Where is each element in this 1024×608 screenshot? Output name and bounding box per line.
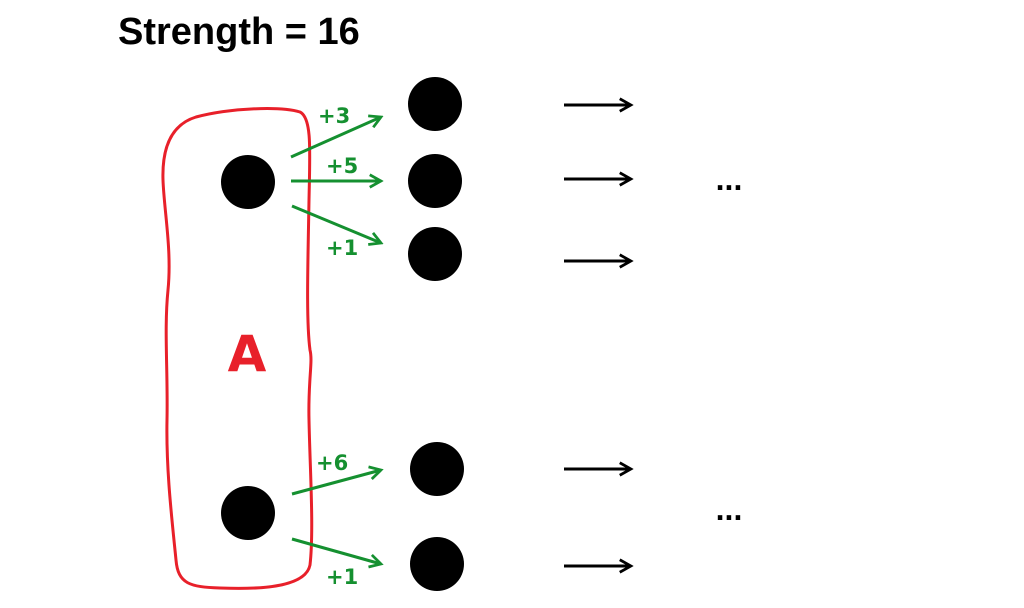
edge-4-weight: +6 [316, 451, 348, 475]
edge-1 [290, 117, 381, 159]
source-node-1 [221, 155, 275, 209]
edge-4 [291, 470, 381, 496]
diagram-title: Strength = 16 [118, 11, 360, 53]
target-node-1 [408, 77, 462, 131]
edge-3 [291, 204, 381, 243]
target-node-2 [408, 154, 462, 208]
edge-5-weight: +1 [326, 565, 358, 589]
source-node-2 [221, 486, 275, 540]
target-node-3 [408, 227, 462, 281]
edge-2-weight: +5 [326, 154, 358, 178]
group-a-outline [161, 107, 314, 590]
target-node-4 [410, 442, 464, 496]
edge-1-weight: +3 [318, 104, 350, 128]
edge-5 [291, 537, 381, 564]
target-node-5 [410, 537, 464, 591]
ellipsis-top: ... [716, 161, 743, 197]
group-a-label: A [228, 325, 267, 383]
ellipsis-bottom: ... [716, 491, 743, 527]
edge-3-weight: +1 [326, 236, 358, 260]
